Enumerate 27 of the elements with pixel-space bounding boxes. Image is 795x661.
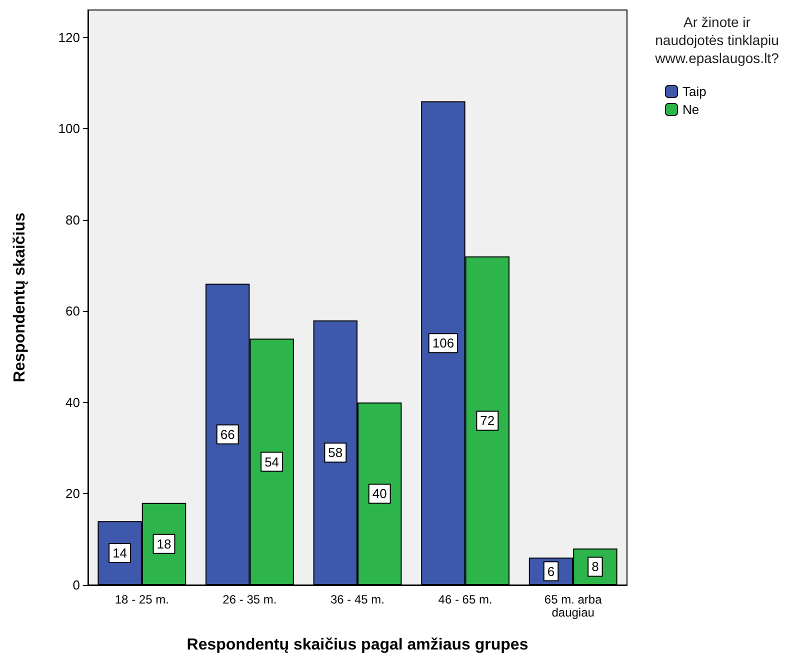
data-label: 14 — [112, 546, 128, 561]
y-tick-label: 0 — [72, 578, 80, 592]
y-axis-title: Respondentų skaičius — [12, 212, 28, 382]
data-label: 54 — [264, 454, 280, 470]
x-tick-label: 36 - 45 m. — [330, 592, 385, 606]
y-tick-label: 60 — [66, 304, 80, 319]
legend-label: Ne — [682, 102, 700, 117]
x-axis-title: Respondentų skaičius pagal amžiaus grupes — [186, 636, 528, 654]
y-tick-label: 20 — [66, 486, 80, 502]
data-label: 8 — [592, 559, 599, 574]
x-tick-label: 18 - 25 m. — [114, 592, 169, 606]
legend-title: Ar žinote ir naudojotės tinklapiu www.epaslaugos.lt? — [654, 14, 780, 66]
x-tick-label: 46 - 65 m. — [438, 592, 492, 606]
y-tick-label: 100 — [58, 121, 80, 136]
y-tick-label: 120 — [58, 30, 80, 45]
x-tick-label: 26 - 35 m. — [222, 592, 277, 606]
data-label: 58 — [328, 445, 343, 460]
legend-label: Taip — [682, 84, 706, 99]
data-label: 18 — [156, 536, 172, 552]
x-tick-label: 65 m. arba daugiau — [544, 592, 602, 620]
y-tick-label: 40 — [66, 394, 80, 410]
data-label: 66 — [220, 426, 235, 442]
y-tick-label: 80 — [66, 212, 80, 228]
data-label: 40 — [372, 486, 387, 502]
data-label: 6 — [547, 564, 555, 579]
data-label: 72 — [480, 413, 495, 428]
data-label: 106 — [432, 336, 454, 351]
